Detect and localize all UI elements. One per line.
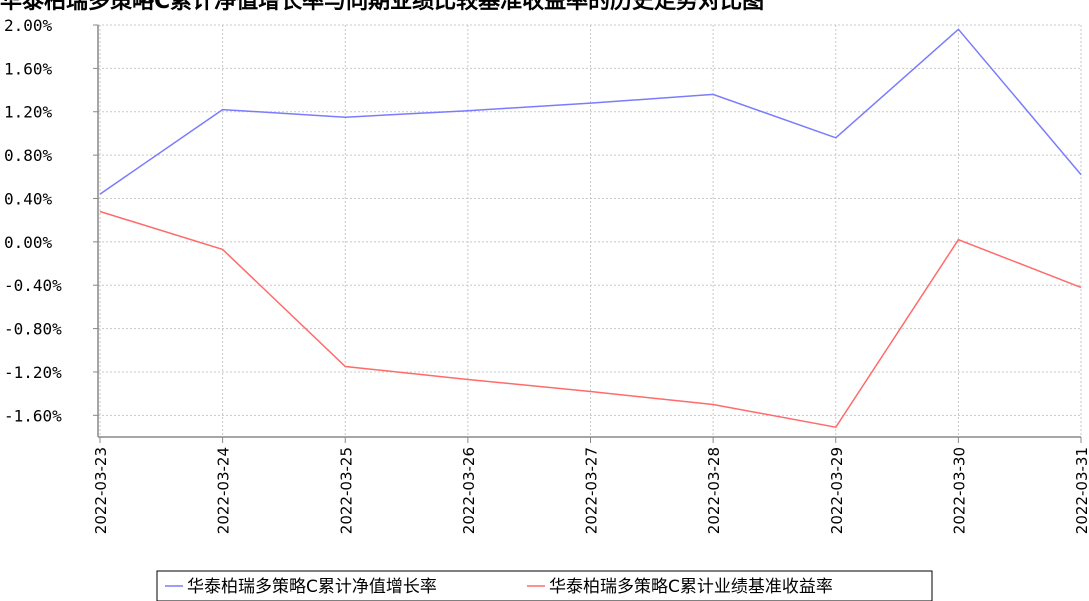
x-tick-label: 2022-03-28 (705, 447, 723, 534)
x-tick-label: 2022-03-24 (215, 447, 233, 534)
grid (98, 24, 1082, 437)
chart-title: 华泰柏瑞多策略C累计净值增长率与同期业绩比较基准收益率的历史走势对比图 (0, 0, 764, 14)
x-tick-label: 2022-03-26 (460, 447, 478, 534)
series-line-1 (99, 28, 1082, 195)
x-tick-label: 2022-03-23 (92, 447, 110, 534)
x-tick-label: 2022-03-30 (950, 447, 968, 534)
y-tick-label: 1.20% (4, 103, 53, 122)
y-tick-label: -1.20% (4, 363, 62, 382)
x-axis-ticks: 2022-03-23 2022-03-24 2022-03-25 2022-03-26… (92, 437, 1089, 534)
x-tick-label: 2022-03-29 (828, 447, 846, 534)
legend: 华泰柏瑞多策略C累计净值增长率 华泰柏瑞多策略C累计业绩基准收益率 (156, 570, 933, 601)
series-layer (99, 28, 1082, 429)
y-tick-label: 2.00% (4, 16, 53, 35)
y-tick-label: 0.80% (4, 146, 53, 165)
series-line-2 (99, 210, 1082, 429)
legend-label: 华泰柏瑞多策略C累计净值增长率 (187, 577, 437, 597)
y-tick-label: -0.80% (4, 320, 62, 339)
y-axis-ticks: 2.00% 1.60% 1.20% 0.80% 0.40% 0.00% -0.40% -0.8… (4, 16, 98, 425)
x-tick-label: 2022-03-27 (583, 447, 601, 534)
x-tick-label: 2022-03-25 (337, 447, 355, 534)
legend-label: 华泰柏瑞多策略C累计业绩基准收益率 (549, 577, 833, 597)
y-tick-label: 0.40% (4, 189, 53, 208)
x-tick-label: 2022-03-31 (1073, 447, 1089, 534)
y-tick-label: 1.60% (4, 59, 53, 78)
y-tick-label: -1.60% (4, 406, 62, 425)
axes (97, 25, 1081, 438)
y-tick-label: -0.40% (4, 276, 62, 295)
y-tick-label: 0.00% (4, 233, 53, 252)
